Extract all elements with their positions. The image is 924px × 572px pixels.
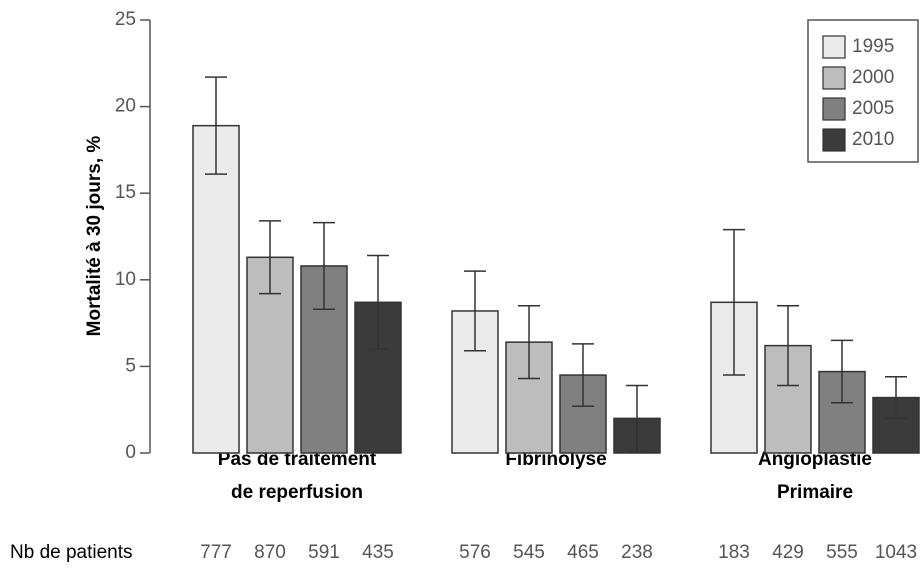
legend-swatch (822, 97, 846, 121)
legend-swatch (822, 66, 846, 90)
error-bar (572, 343, 594, 407)
patient-count: 555 (826, 542, 858, 563)
error-bar (367, 254, 389, 350)
legend-label: 2000 (852, 67, 894, 88)
x-tick-label: Pas de traitement (218, 449, 377, 470)
patients-label: Nb de patients (10, 542, 133, 563)
x-tick-label: Fibrinolyse (505, 449, 606, 470)
legend-swatch (822, 35, 846, 59)
error-bar (518, 305, 540, 380)
patient-count: 545 (513, 542, 545, 563)
error-bar (723, 228, 745, 376)
patient-count: 465 (567, 542, 599, 563)
patient-count: 777 (200, 542, 232, 563)
x-tick-label: Angioplastie (758, 449, 872, 470)
patient-count: 238 (621, 542, 653, 563)
error-bar (831, 339, 853, 404)
error-bar (205, 76, 227, 175)
y-tick-label: 10 (115, 269, 136, 290)
legend-label: 1995 (852, 36, 894, 57)
legend-label: 2005 (852, 98, 894, 119)
x-tick-label: de reperfusion (231, 482, 363, 503)
y-tick-label: 0 (125, 442, 136, 463)
error-bar (777, 305, 799, 387)
patient-count: 1043 (875, 542, 917, 563)
patient-count: 183 (718, 542, 750, 563)
error-bar (626, 384, 648, 453)
y-tick-label: 25 (115, 9, 136, 30)
y-tick-label: 5 (125, 355, 136, 376)
patient-count: 429 (772, 542, 804, 563)
patient-count: 870 (254, 542, 286, 563)
x-tick-label: Primaire (777, 482, 853, 503)
y-tick-label: 15 (115, 182, 136, 203)
error-bar (885, 376, 907, 420)
patient-count: 435 (362, 542, 394, 563)
legend-label: 2010 (852, 129, 894, 150)
patient-count: 591 (308, 542, 340, 563)
error-bar (313, 221, 335, 310)
patient-count: 576 (459, 542, 491, 563)
y-tick-label: 20 (115, 96, 136, 117)
legend-swatch (822, 128, 846, 152)
y-axis-label: Mortalité à 30 jours, % (84, 136, 105, 337)
error-bar (464, 270, 486, 352)
bar (192, 124, 240, 454)
error-bar (259, 220, 281, 295)
